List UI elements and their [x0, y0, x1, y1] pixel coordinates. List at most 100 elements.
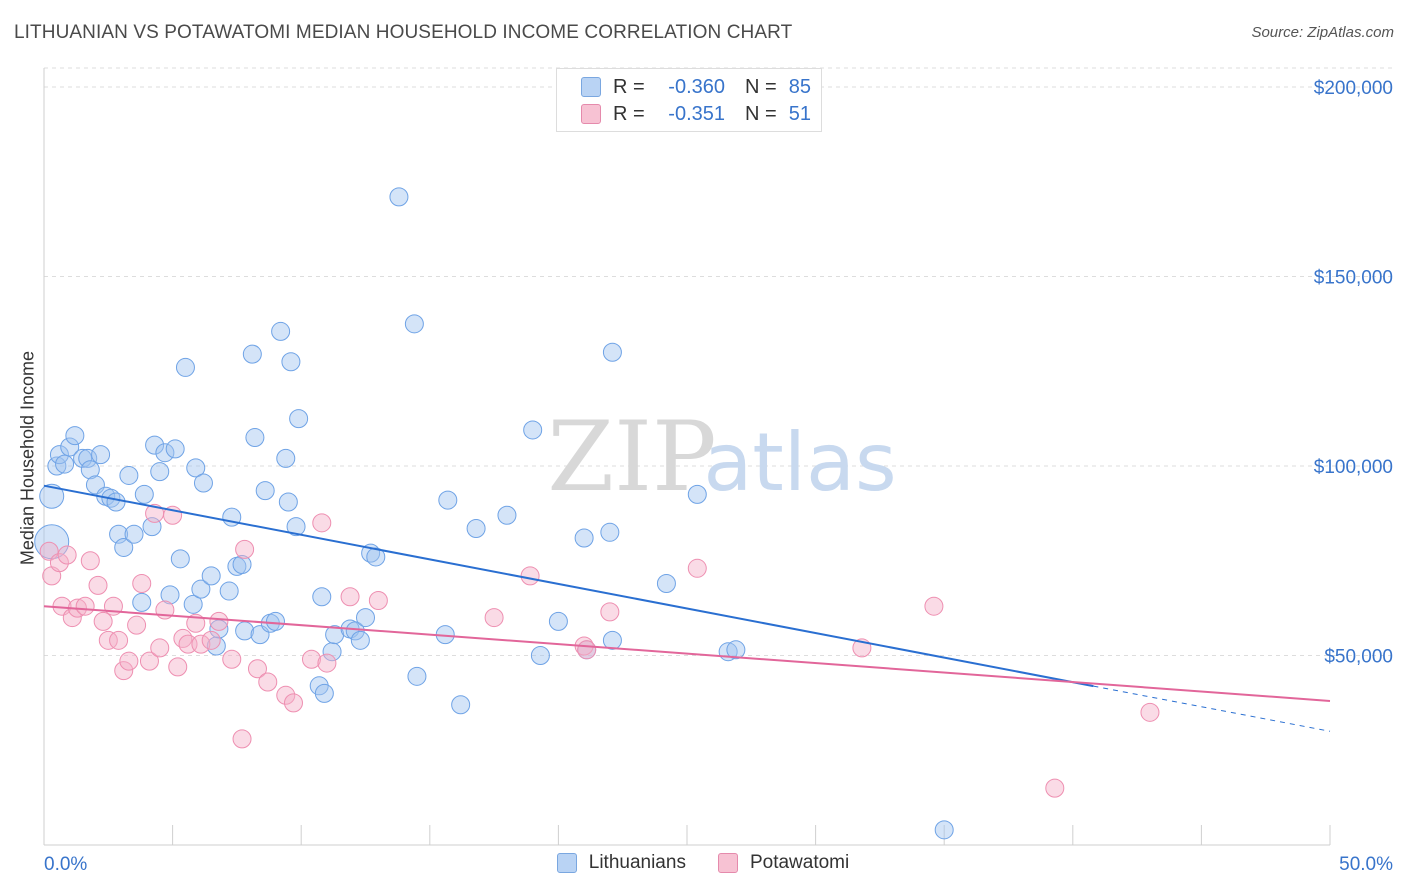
legend-label: Potawatomi	[749, 852, 850, 873]
watermark-atlas: atlas	[703, 416, 896, 509]
lithuanian-trend-line	[43, 484, 1094, 688]
potawatomi-point	[222, 649, 242, 669]
lithuanian-point	[65, 426, 85, 446]
lithuanian-point	[255, 481, 275, 501]
lithuanian-point	[206, 636, 226, 656]
potawatomi-point	[168, 657, 188, 677]
potawatomi-point	[209, 611, 229, 631]
lithuanian-point	[523, 420, 543, 440]
lithuanian-point	[438, 490, 458, 510]
chart-title: LITHUANIAN VS POTAWATOMI MEDIAN HOUSEHOL…	[14, 22, 793, 43]
potawatomi-point	[687, 558, 707, 578]
potawatomi-point	[520, 566, 540, 586]
lithuanian-point	[281, 352, 301, 372]
lithuanian-point	[232, 555, 252, 575]
lithuanian-point	[726, 640, 746, 660]
potawatomi-point	[88, 575, 108, 595]
lithuanian-point	[91, 445, 111, 465]
potawatomi-point	[119, 651, 139, 671]
potawatomi-point	[127, 615, 147, 635]
lithuanian-point	[186, 458, 206, 478]
lithuanian-point	[451, 695, 471, 715]
potawatomi-point	[600, 602, 620, 622]
lithuanian-point	[183, 594, 203, 614]
lithuanian-point	[132, 592, 152, 612]
lithuanian-point	[466, 519, 486, 539]
potawatomi-point	[340, 587, 360, 607]
correlation-stats-box: R = -0.360 N = 85 R = -0.351 N = 51	[556, 68, 822, 132]
y-tick-label: $200,000	[1314, 78, 1393, 99]
lithuanian-point	[124, 524, 144, 544]
lithuanian-point	[201, 566, 221, 586]
stat-swatch-lithuanians	[581, 77, 601, 97]
potawatomi-point	[75, 596, 95, 616]
potawatomi-point	[1140, 702, 1160, 722]
legend-swatch-potawatomi	[717, 853, 738, 873]
potawatomi-point	[312, 513, 332, 533]
r-value: -0.351	[668, 102, 725, 125]
lithuanian-point	[602, 630, 622, 650]
lithuanian-point	[165, 439, 185, 459]
potawatomi-point	[98, 630, 118, 650]
potawatomi-point	[139, 651, 159, 671]
potawatomi-point	[247, 659, 267, 679]
potawatomi-point	[132, 573, 152, 593]
n-value: 51	[788, 102, 811, 125]
potawatomi-point	[301, 649, 321, 669]
potawatomi-point	[109, 630, 129, 650]
lithuanian-point	[39, 483, 65, 509]
potawatomi-point	[57, 545, 77, 565]
y-tick-label: $100,000	[1314, 457, 1393, 478]
lithuanian-point	[191, 579, 211, 599]
lithuanian-point	[193, 473, 213, 493]
potawatomi-trend-line	[43, 605, 1331, 702]
potawatomi-point	[93, 611, 113, 631]
lithuanian-point	[106, 492, 126, 512]
lithuanian-point	[78, 448, 98, 468]
potawatomi-point	[114, 661, 134, 681]
lithuanian-point	[404, 314, 424, 334]
lithuanian-point	[312, 587, 332, 607]
trend-lines	[43, 484, 1331, 732]
y-tick-label: $150,000	[1314, 267, 1393, 288]
lithuanian-point	[350, 630, 370, 650]
lithuanian-point	[602, 342, 622, 362]
lithuanian-point	[245, 428, 265, 448]
potawatomi-point	[150, 638, 170, 658]
n-value: 85	[788, 75, 811, 98]
lithuanian-point	[119, 465, 139, 485]
source-label: Source: ZipAtlas.com	[1251, 24, 1394, 41]
legend-item-potawatomi[interactable]: Potawatomi	[717, 852, 850, 874]
potawatomi-point	[1045, 778, 1065, 798]
lithuanian-point	[175, 357, 195, 377]
potawatomi-point	[235, 539, 255, 559]
lithuanian-point	[345, 621, 365, 641]
potawatomi-point	[283, 693, 303, 713]
lithuanian-point	[73, 448, 93, 468]
lithuanian-point	[322, 642, 342, 662]
potawatomi-point	[924, 596, 944, 616]
lithuanian-point	[687, 484, 707, 504]
potawatomi-point	[317, 653, 337, 673]
data-points	[34, 187, 1160, 840]
y-tick-label: $50,000	[1324, 646, 1393, 667]
potawatomi-point	[484, 608, 504, 628]
axes	[43, 68, 1331, 846]
lithuanian-point	[366, 547, 386, 567]
potawatomi-point	[276, 685, 296, 705]
potawatomi-point	[577, 640, 597, 660]
stat-swatch-potawatomi	[581, 104, 601, 124]
lithuanian-point	[407, 666, 427, 686]
potawatomi-point	[201, 630, 221, 650]
tick-labels: $50,000 $100,000 $150,000 $200,000 0.0% 50.0%	[44, 78, 1393, 875]
lithuanian-point	[530, 645, 550, 665]
stat-row-potawatomi: R = -0.351 N = 51	[581, 102, 811, 126]
x-tick-label: 0.0%	[44, 854, 87, 875]
lithuanian-point	[114, 537, 134, 557]
legend-item-lithuanians[interactable]: Lithuanians	[556, 852, 686, 874]
lithuanian-point	[548, 611, 568, 631]
lithuanian-point	[155, 443, 175, 463]
lithuanian-point	[170, 549, 190, 569]
lithuanian-point	[286, 517, 306, 537]
potawatomi-point	[49, 553, 69, 573]
